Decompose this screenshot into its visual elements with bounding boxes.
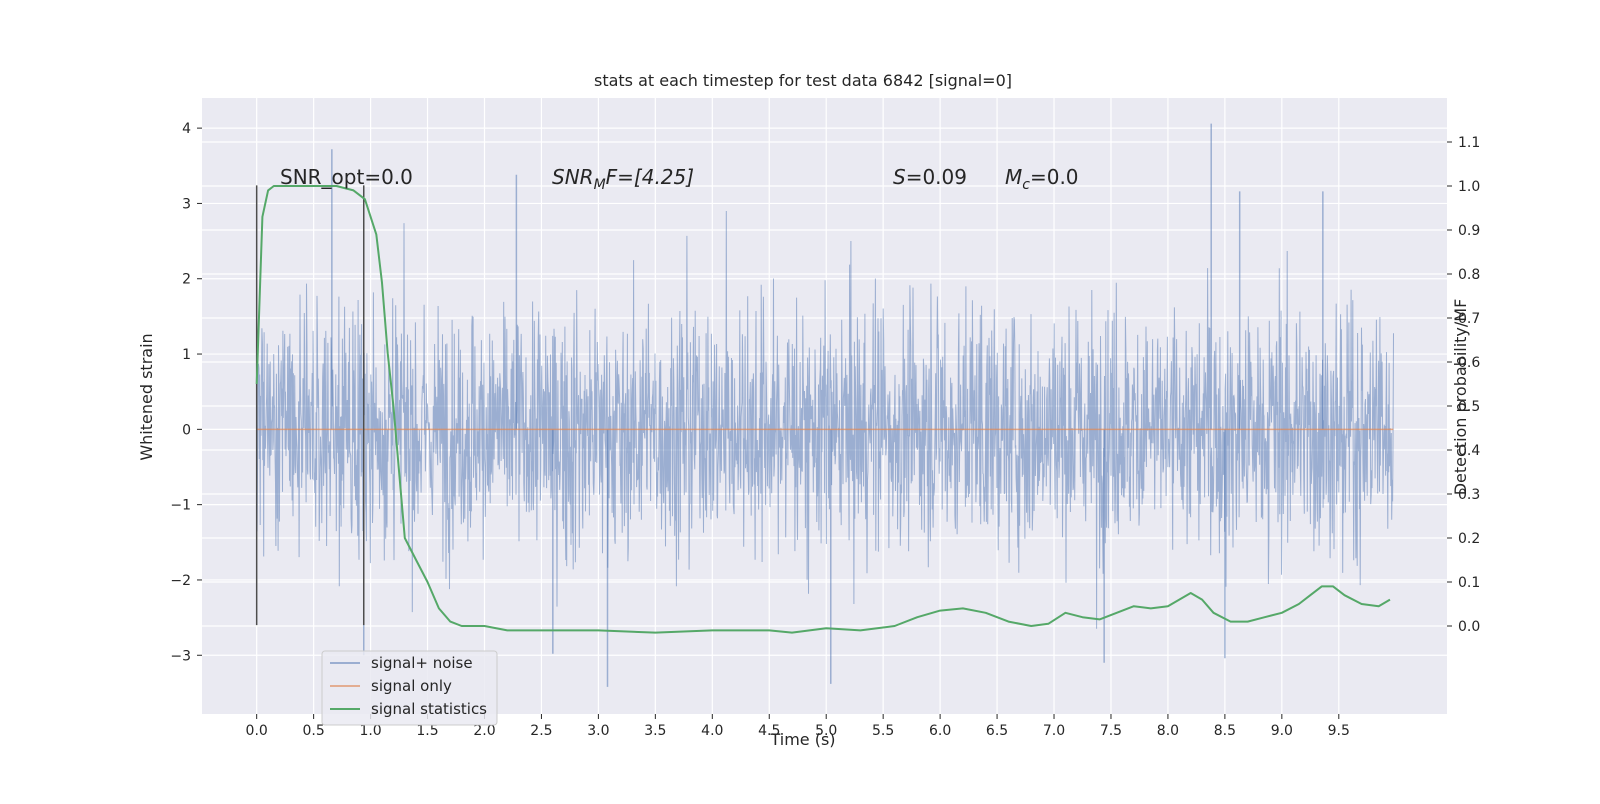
y-tick-label: 0 xyxy=(182,422,191,438)
y-right-tick-label: 0.6 xyxy=(1458,355,1480,371)
y-right-tick-label: 0.8 xyxy=(1458,267,1480,283)
y-tick-label: 3 xyxy=(182,196,191,212)
x-tick-label: 8.0 xyxy=(1157,723,1179,739)
y-axis-right-label: Detection probability/MF xyxy=(1451,299,1470,496)
y-axis-label: Whitened strain xyxy=(137,333,156,460)
x-tick-label: 7.0 xyxy=(1043,723,1065,739)
x-tick-label: 2.0 xyxy=(473,723,495,739)
y-right-tick-label: 0.0 xyxy=(1458,619,1480,635)
x-tick-label: 0.5 xyxy=(302,723,324,739)
annotation-mc-base: M xyxy=(1005,165,1022,189)
x-axis-label: Time (s) xyxy=(769,730,835,749)
statistics-line xyxy=(255,185,1391,634)
x-tick-label: 6.5 xyxy=(986,723,1008,739)
x-tick-label: 3.0 xyxy=(587,723,609,739)
legend-label-statistics: signal statistics xyxy=(371,700,487,718)
y-tick-label: 1 xyxy=(182,347,191,363)
x-tick-label: 1.5 xyxy=(416,723,438,739)
x-tick-label: 1.0 xyxy=(359,723,381,739)
y-right-tick-label: 1.1 xyxy=(1458,135,1480,151)
x-tick-label: 7.5 xyxy=(1100,723,1122,739)
legend-label-noise: signal+ noise xyxy=(371,654,473,672)
y-right-tick-label: 0.2 xyxy=(1458,531,1480,547)
y-tick-label: 4 xyxy=(182,121,191,137)
x-tick-label: 9.0 xyxy=(1271,723,1293,739)
x-tick-label: 0.0 xyxy=(246,723,268,739)
annotation-s: S=0.09 xyxy=(893,165,967,189)
annotation-snr-mf-sub: M xyxy=(594,177,606,193)
x-tick-label: 4.5 xyxy=(758,723,780,739)
x-tick-label: 9.5 xyxy=(1328,723,1350,739)
annotation-snr-mf: SNRMF=[4.25] xyxy=(552,165,694,193)
annotation-snr-mf-rest: F=[4.25] xyxy=(606,165,694,189)
y-tick-label: 2 xyxy=(182,272,191,288)
x-tick-label: 5.0 xyxy=(815,723,837,739)
annotation-mc: Mc=0.0 xyxy=(1005,165,1079,193)
y-right-tick-label: 0.1 xyxy=(1458,575,1480,591)
legend-box xyxy=(321,650,498,726)
y-tick-label: −2 xyxy=(170,573,191,589)
marker-lines xyxy=(255,185,365,626)
y-right-tick-label: 1.0 xyxy=(1458,179,1480,195)
x-tick-label: 8.5 xyxy=(1214,723,1236,739)
legend-label-signal: signal only xyxy=(371,677,452,695)
annotation-s-rest: =0.09 xyxy=(906,165,967,189)
y-right-tick-label: 0.3 xyxy=(1458,487,1480,503)
legend: signal+ noise signal only signal statist… xyxy=(321,650,498,726)
x-tick-label: 3.5 xyxy=(644,723,666,739)
x-tick-label: 5.5 xyxy=(872,723,894,739)
x-tick-label: 6.0 xyxy=(929,723,951,739)
annotation-mc-sub: c xyxy=(1022,177,1030,193)
series-signal-statistics xyxy=(255,185,1391,634)
y-tick-label: −1 xyxy=(170,498,191,514)
axes: 0.0 0.5 1.0 1.5 2.0 2.5 3.0 3.5 4.0 4.5 5.0 5.5 6.0 6… xyxy=(170,121,1480,739)
annotation-s-base: S xyxy=(893,165,906,189)
y-right-tick-label: 0.7 xyxy=(1458,311,1480,327)
y-right-tick-label: 0.5 xyxy=(1458,399,1480,415)
x-tick-label: 2.5 xyxy=(530,723,552,739)
chart-title: stats at each timestep for test data 684… xyxy=(594,71,1012,90)
annotation-snr-opt: SNR_opt=0.0 xyxy=(280,165,413,189)
y-right-tick-label: 0.4 xyxy=(1458,443,1480,459)
noise-trace xyxy=(256,210,1394,629)
x-tick-label: 4.0 xyxy=(701,723,723,739)
series-signal-noise xyxy=(256,123,1394,687)
y-tick-label: −3 xyxy=(170,648,191,664)
y-right-tick-label: 0.9 xyxy=(1458,223,1480,239)
annotation-snr-mf-base: SNR xyxy=(552,165,594,189)
annotation-mc-rest: =0.0 xyxy=(1030,165,1079,189)
